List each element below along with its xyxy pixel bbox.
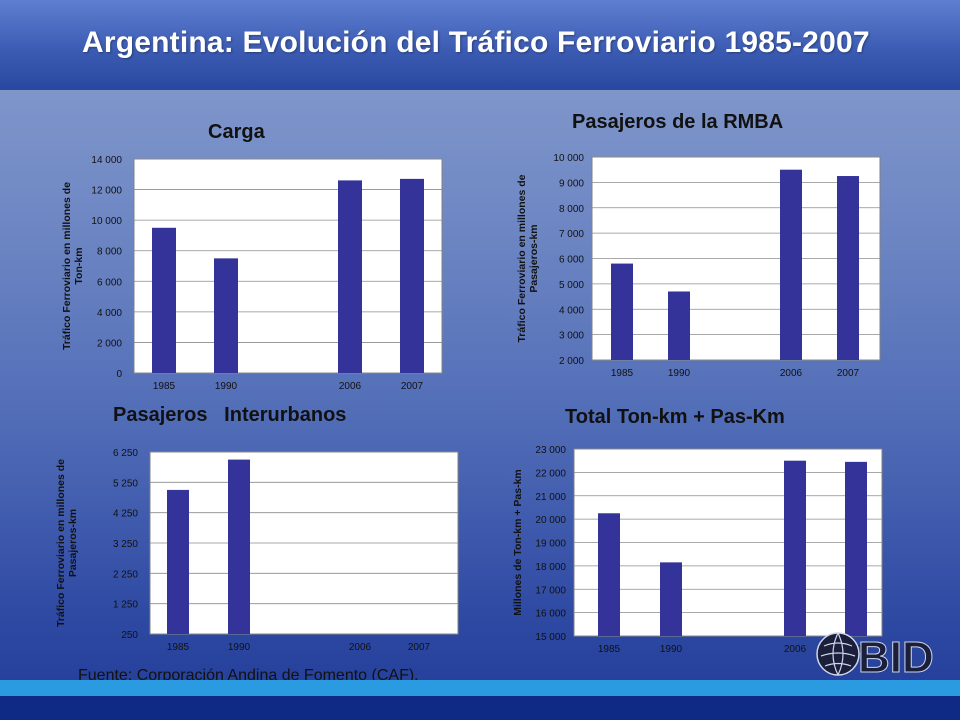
x-tick-label: 1990 [660, 644, 683, 655]
y-tick-label: 18 000 [535, 562, 566, 573]
y-tick-label: 2 000 [559, 356, 584, 367]
x-tick-label: 2007 [408, 642, 431, 653]
y-tick-label: 5 250 [113, 478, 138, 489]
bar-1990 [660, 562, 682, 636]
x-tick-label: 1985 [611, 368, 634, 379]
chart-title-interurbanos: Pasajeros Interurbanos [113, 404, 347, 426]
y-tick-label: 12 000 [91, 186, 122, 197]
y-tick-label: 22 000 [535, 468, 566, 479]
y-axis-label: Tráfico Ferroviario en millones de [516, 174, 528, 342]
bar-1985 [152, 227, 176, 373]
y-axis-label: Pasajeros-km [528, 224, 540, 292]
bar-1985 [167, 489, 189, 634]
y-tick-label: 2 250 [113, 569, 138, 580]
y-tick-label: 0 [116, 369, 122, 380]
chart-title-total: Total Ton-km + Pas-Km [565, 406, 785, 428]
bottom-band [0, 696, 960, 720]
source-note: Fuente: Corporación Andina de Fomento (C… [78, 667, 419, 684]
y-tick-label: 20 000 [535, 515, 566, 526]
y-tick-label: 4 250 [113, 509, 138, 520]
plot-area [133, 158, 443, 374]
bar-1990 [668, 291, 690, 360]
y-tick-label: 8 000 [97, 247, 122, 258]
bar-1990 [214, 258, 238, 373]
bar-2007 [837, 176, 859, 360]
y-tick-label: 6 250 [113, 448, 138, 459]
x-tick-label: 1985 [153, 381, 176, 392]
y-tick-label: 6 000 [97, 277, 122, 288]
y-axis-label: Tráfico Ferroviario en millones de [55, 459, 67, 627]
chart-title-rmba: Pasajeros de la RMBA [572, 111, 784, 133]
y-axis-label: Tráfico Ferroviario en millones de [61, 182, 73, 350]
y-tick-label: 9 000 [559, 178, 584, 189]
x-tick-label: 2006 [780, 368, 803, 379]
y-tick-label: 21 000 [535, 492, 566, 503]
x-tick-label: 2006 [349, 642, 372, 653]
x-tick-label: 2007 [401, 381, 424, 392]
globe-icon [816, 632, 860, 676]
x-tick-label: 1990 [668, 368, 691, 379]
bar-1985 [598, 513, 620, 636]
x-tick-label: 1985 [167, 642, 190, 653]
x-tick-label: 1990 [215, 381, 238, 392]
x-tick-label: 2006 [784, 644, 807, 655]
x-tick-label: 2006 [339, 381, 362, 392]
y-tick-label: 19 000 [535, 539, 566, 550]
y-tick-label: 4 000 [97, 308, 122, 319]
header-bar [0, 0, 960, 90]
y-tick-label: 250 [121, 630, 138, 641]
chart-title-carga: Carga [208, 121, 265, 143]
x-tick-label: 1985 [598, 644, 621, 655]
y-tick-label: 10 000 [553, 153, 584, 164]
bar-2007 [845, 461, 867, 636]
y-tick-label: 6 000 [559, 255, 584, 266]
page-title: Argentina: Evolución del Tráfico Ferrovi… [82, 26, 870, 59]
y-tick-label: 8 000 [559, 204, 584, 215]
y-axis-label: Millones de Ton-km + Pas-km [512, 469, 524, 616]
x-tick-label: 1990 [228, 642, 251, 653]
y-tick-label: 14 000 [91, 155, 122, 166]
y-tick-label: 3 000 [559, 331, 584, 342]
bar-2006 [780, 169, 802, 360]
y-axis-label: Pasajeros-km [67, 509, 79, 577]
y-tick-label: 10 000 [91, 216, 122, 227]
bar-2006 [338, 180, 362, 373]
y-tick-label: 16 000 [535, 609, 566, 620]
bar-2006 [784, 460, 806, 636]
y-tick-label: 1 250 [113, 600, 138, 611]
x-tick-label: 2007 [837, 368, 860, 379]
bar-1990 [228, 459, 250, 634]
y-tick-label: 2 000 [97, 338, 122, 349]
y-tick-label: 15 000 [535, 632, 566, 643]
y-tick-label: 7 000 [559, 229, 584, 240]
y-tick-label: 23 000 [535, 445, 566, 456]
bar-2007 [400, 178, 424, 373]
bar-1985 [611, 263, 633, 360]
y-tick-label: 17 000 [535, 585, 566, 596]
y-tick-label: 4 000 [559, 305, 584, 316]
bid-logo: BID [816, 632, 934, 678]
bottom-stripe [0, 680, 960, 696]
bid-logo-text: BID [858, 633, 934, 678]
y-axis-label: Ton-km [73, 247, 85, 284]
y-tick-label: 5 000 [559, 280, 584, 291]
y-tick-label: 3 250 [113, 539, 138, 550]
